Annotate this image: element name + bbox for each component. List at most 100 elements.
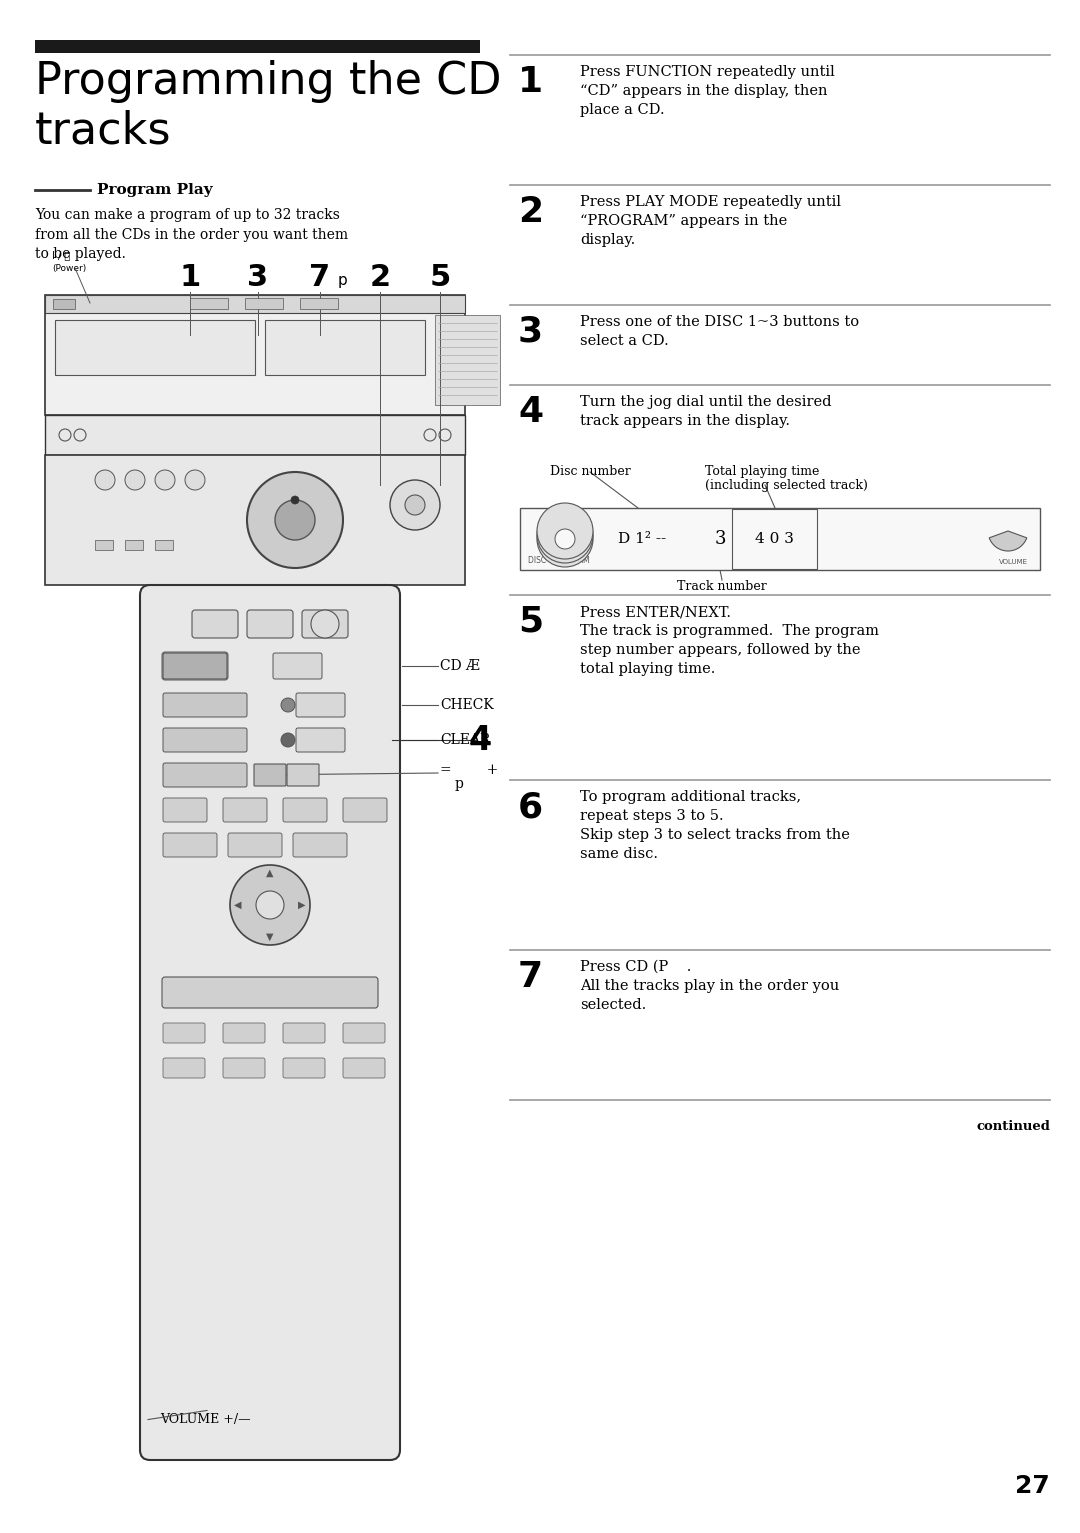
Text: 1: 1 <box>518 64 543 100</box>
Circle shape <box>537 510 593 567</box>
Text: Æ: Æ <box>185 840 195 849</box>
Text: 27: 27 <box>1015 1475 1050 1498</box>
Text: VOLUME: VOLUME <box>999 560 1027 566</box>
FancyBboxPatch shape <box>162 652 228 681</box>
Circle shape <box>537 503 593 560</box>
FancyBboxPatch shape <box>192 610 238 638</box>
Circle shape <box>555 529 575 549</box>
Text: 6: 6 <box>518 789 543 825</box>
Text: DISC  PROGRAM: DISC PROGRAM <box>528 556 590 566</box>
Circle shape <box>291 497 299 504</box>
Circle shape <box>311 610 339 638</box>
Text: Press one of the DISC 1~3 buttons to
select a CD.: Press one of the DISC 1~3 buttons to sel… <box>580 314 859 348</box>
Text: P: P <box>252 840 258 849</box>
Bar <box>45 455 465 586</box>
FancyBboxPatch shape <box>163 1058 205 1078</box>
FancyBboxPatch shape <box>296 693 345 717</box>
FancyBboxPatch shape <box>283 1058 325 1078</box>
Text: Press FUNCTION repeatedly until
“CD” appears in the display, then
place a CD.: Press FUNCTION repeatedly until “CD” app… <box>580 64 835 117</box>
Text: 7: 7 <box>518 960 543 993</box>
Text: »  Æ: » Æ <box>172 770 193 780</box>
FancyBboxPatch shape <box>228 832 282 857</box>
Text: Press ENTER/NEXT.
The track is programmed.  The program
step number appears, fol: Press ENTER/NEXT. The track is programme… <box>580 606 879 676</box>
FancyBboxPatch shape <box>140 586 400 1459</box>
Text: Press PLAY MODE repeatedly until
“PROGRAM” appears in the
display.: Press PLAY MODE repeatedly until “PROGRA… <box>580 195 841 247</box>
Bar <box>265 320 426 376</box>
Bar <box>35 40 480 54</box>
Text: You can make a program of up to 32 tracks
from all the CDs in the order you want: You can make a program of up to 32 track… <box>35 208 348 261</box>
Bar <box>190 297 228 310</box>
FancyBboxPatch shape <box>343 1023 384 1042</box>
Text: Press CD (P    .
All the tracks play in the order you
selected.: Press CD (P . All the tracks play in the… <box>580 960 839 1012</box>
Bar <box>245 297 283 310</box>
Bar <box>95 540 113 550</box>
FancyBboxPatch shape <box>163 653 227 679</box>
Bar <box>519 507 1040 570</box>
Text: 5: 5 <box>430 264 450 291</box>
FancyBboxPatch shape <box>163 693 247 717</box>
Text: Programming the CD
tracks: Programming the CD tracks <box>35 60 501 153</box>
Circle shape <box>156 471 175 491</box>
Text: Track number: Track number <box>677 579 767 593</box>
FancyBboxPatch shape <box>247 610 293 638</box>
Circle shape <box>185 471 205 491</box>
FancyBboxPatch shape <box>254 763 286 786</box>
Text: =        +: = + <box>440 763 498 777</box>
FancyBboxPatch shape <box>162 977 378 1009</box>
FancyBboxPatch shape <box>302 610 348 638</box>
Text: ▲: ▲ <box>267 868 273 878</box>
Bar <box>55 320 255 376</box>
Circle shape <box>281 698 295 711</box>
FancyBboxPatch shape <box>163 763 247 786</box>
Text: (Power): (Power) <box>52 264 86 273</box>
Bar <box>45 415 465 455</box>
Text: CLEAR: CLEAR <box>440 733 490 747</box>
Wedge shape <box>989 530 1027 550</box>
Text: ▼: ▼ <box>267 932 273 941</box>
FancyBboxPatch shape <box>343 1058 384 1078</box>
Text: –: – <box>267 768 273 782</box>
Text: 4: 4 <box>469 724 491 756</box>
Text: Disc number: Disc number <box>550 464 631 478</box>
Circle shape <box>125 471 145 491</box>
FancyBboxPatch shape <box>296 728 345 753</box>
Circle shape <box>275 500 315 540</box>
Text: Turn the jog dial until the desired
track appears in the display.: Turn the jog dial until the desired trac… <box>580 396 832 428</box>
Circle shape <box>390 480 440 530</box>
Text: 3: 3 <box>518 314 543 350</box>
Circle shape <box>256 891 284 918</box>
Text: continued: continued <box>976 1121 1050 1133</box>
FancyBboxPatch shape <box>283 1023 325 1042</box>
Circle shape <box>281 733 295 747</box>
Text: »  Æ: » Æ <box>172 734 193 745</box>
Circle shape <box>95 471 114 491</box>
FancyBboxPatch shape <box>293 832 347 857</box>
FancyBboxPatch shape <box>273 653 322 679</box>
Circle shape <box>247 472 343 569</box>
FancyBboxPatch shape <box>283 799 327 822</box>
Text: p: p <box>455 777 464 791</box>
Text: I / ⒨: I / ⒨ <box>52 250 70 261</box>
Bar <box>45 294 465 415</box>
FancyBboxPatch shape <box>163 1023 205 1042</box>
Text: ◀: ◀ <box>234 900 242 911</box>
Text: 3: 3 <box>247 264 269 291</box>
Circle shape <box>230 865 310 944</box>
Text: VOLUME +/—: VOLUME +/— <box>160 1413 251 1427</box>
Text: 4 0 3: 4 0 3 <box>755 532 794 546</box>
Text: 7: 7 <box>310 264 330 291</box>
FancyBboxPatch shape <box>222 1023 265 1042</box>
Text: 1: 1 <box>179 264 201 291</box>
Bar <box>125 540 143 550</box>
Text: To program additional tracks,
repeat steps 3 to 5.
Skip step 3 to select tracks : To program additional tracks, repeat ste… <box>580 789 850 862</box>
Text: Program Play: Program Play <box>97 182 213 198</box>
Text: CD Æ: CD Æ <box>440 659 480 673</box>
FancyBboxPatch shape <box>222 1058 265 1078</box>
Text: (including selected track): (including selected track) <box>705 478 868 492</box>
FancyBboxPatch shape <box>163 728 247 753</box>
FancyBboxPatch shape <box>222 799 267 822</box>
Bar <box>156 540 173 550</box>
FancyBboxPatch shape <box>163 799 207 822</box>
Text: CHECK: CHECK <box>440 698 494 711</box>
FancyBboxPatch shape <box>163 832 217 857</box>
